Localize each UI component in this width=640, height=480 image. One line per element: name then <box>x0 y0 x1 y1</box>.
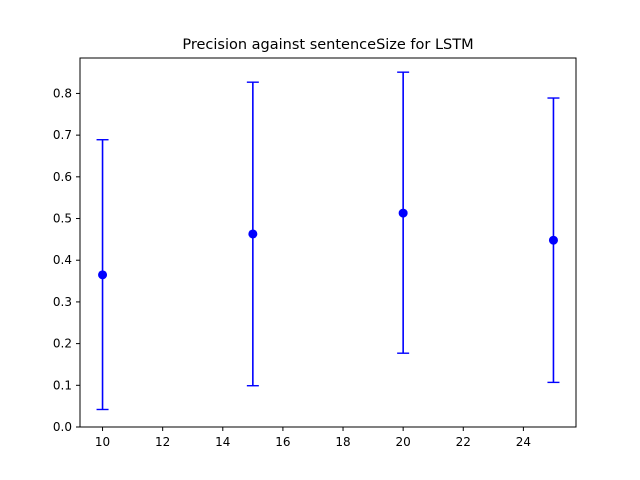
data-point <box>98 270 108 280</box>
y-tick-label: 0.3 <box>53 295 72 309</box>
plot-frame <box>79 57 577 428</box>
axes: 10 12 14 16 18 20 22 24 0.0 0.1 0.2 0.3 0.4 0.5 0.6 0.7… <box>53 57 577 449</box>
y-tick-label: 0.7 <box>53 128 72 142</box>
x-tick-label: 16 <box>275 435 290 449</box>
y-tick-label: 0.8 <box>53 86 72 100</box>
y-tick-label: 0.5 <box>53 212 72 226</box>
y-tick-label: 0.2 <box>53 337 72 351</box>
data-point <box>548 235 558 245</box>
data-point <box>398 208 408 218</box>
x-tick-label: 24 <box>516 435 531 449</box>
y-tick-label: 0.1 <box>53 378 72 392</box>
y-tick-label: 0.0 <box>53 420 72 434</box>
plot-marks <box>96 71 560 411</box>
x-tick-label: 20 <box>396 435 411 449</box>
x-tick-label: 22 <box>456 435 471 449</box>
chart-title: Precision against sentenceSize for LSTM <box>182 37 473 53</box>
x-tick-label: 18 <box>335 435 350 449</box>
y-tick-label: 0.6 <box>53 170 72 184</box>
x-tick-label: 12 <box>155 435 170 449</box>
x-tick-label: 10 <box>95 435 110 449</box>
data-point <box>248 229 258 239</box>
x-tick-label: 14 <box>215 435 230 449</box>
y-tick-label: 0.4 <box>53 253 72 267</box>
